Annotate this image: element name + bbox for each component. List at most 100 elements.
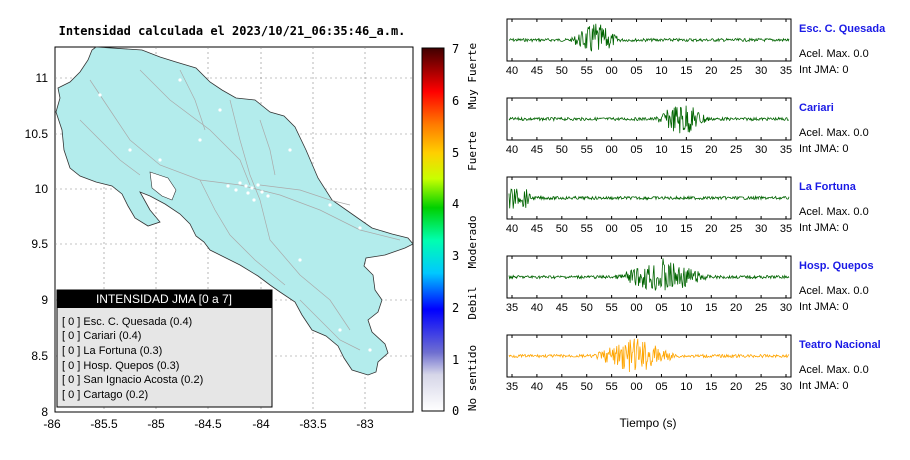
jma-intensity-label: Int JMA: 0 [799,380,849,392]
waveform-trace [508,258,790,292]
costa-rica-landmass [55,46,414,376]
max-accel-label: Acel. Max. 0.0 [799,48,869,60]
waveform-tick-label: 30 [780,381,792,393]
waveform-panel: 40 45 50 55 00 05 10 15 20 25 30 35 Esc. C. Quesada A… [506,18,886,77]
map-y-tick: 8.5 [31,349,48,363]
waveform-tick-label: 05 [630,223,642,235]
max-accel-label: Acel. Max. 0.0 [799,127,869,139]
waveform-tick-label: 20 [730,302,742,314]
jma-intensity-label: Int JMA: 0 [799,64,849,76]
waveform-tick-label: 20 [705,65,717,77]
station-name: La Fortuna [799,181,857,193]
waveform-tick-label: 35 [780,223,792,235]
max-accel-label: Acel. Max. 0.0 [799,285,869,297]
waveform-tick-label: 20 [705,144,717,156]
waveform-tick-label: 50 [556,144,568,156]
map-x-tick: -85.5 [90,417,118,431]
waveform-tick-label: 45 [556,381,568,393]
waveform-tick-label: 30 [755,144,767,156]
legend-item: [ 0 ] Hosp. Quepos (0.3) [62,360,179,372]
map-plot: -86 -85.5 -85 -84.5 -84 -83.5 -83 11 10.… [25,46,414,431]
map-y-tick: 8 [41,405,48,419]
waveform-tick-label: 40 [531,302,543,314]
waveform-tick-label: 00 [630,381,642,393]
jma-intensity-label: Int JMA: 0 [799,301,849,313]
colorbar-tick: 0 [452,404,459,418]
map-y-tick: 9.5 [31,237,48,251]
waveform-tick-label: 05 [655,381,667,393]
map-x-tick: -86 [43,417,61,431]
legend-item: [ 0 ] San Ignacio Acosta (0.2) [62,374,203,386]
map-x-tick: -83.5 [299,417,327,431]
waveform-tick-label: 35 [506,302,518,314]
waveform-tick-label: 10 [680,302,692,314]
waveform-tick-label: 25 [755,381,767,393]
gulf-of-nicoya [149,171,177,201]
waveform-panel: 35 40 45 50 55 00 05 10 15 20 25 30 Hosp. Quepos Acel… [506,255,874,314]
station-name: Hosp. Quepos [799,260,874,272]
colorbar-tick: 1 [452,353,459,367]
town-markers [98,78,372,352]
legend-title: INTENSIDAD JMA [0 a 7] [96,292,232,306]
waveform-trace [508,338,790,373]
waveform-tick-label: 50 [556,223,568,235]
waveform-tick-label: 00 [606,65,618,77]
waveform-tick-label: 40 [506,65,518,77]
waveform-tick-label: 40 [531,381,543,393]
waveform-tick-label: 40 [506,144,518,156]
waveform-tick-label: 25 [730,65,742,77]
colorbar-tick: 3 [452,249,459,263]
max-accel-label: Acel. Max. 0.0 [799,206,869,218]
waveform-trace [508,105,790,134]
colorbar-gradient [421,47,445,412]
waveform-tick-label: 10 [680,381,692,393]
colorbar-tick: 7 [452,42,459,56]
colorbar-tick: 4 [452,197,459,211]
waveform-tick-label: 15 [705,381,717,393]
jma-intensity-label: Int JMA: 0 [799,143,849,155]
waveform-tick-label: 55 [581,65,593,77]
waveform-tick-label: 25 [755,302,767,314]
waveform-panel: 35 40 45 50 55 00 05 10 15 20 25 30 Teatro Nacional A… [506,334,881,393]
waveform-tick-label: 30 [755,65,767,77]
colorbar-label: No sentido [466,345,479,411]
waveform-tick-label: 55 [606,381,618,393]
waveform-tick-label: 05 [655,302,667,314]
waveform-tick-label: 50 [581,381,593,393]
waveform-tick-label: 30 [780,302,792,314]
time-axis-label: Tiempo (s) [620,416,677,430]
jma-intensity-label: Int JMA: 0 [799,222,849,234]
station-name: Teatro Nacional [799,339,881,351]
waveform-tick-label: 45 [531,144,543,156]
waveform-tick-label: 50 [581,302,593,314]
station-name: Esc. C. Quesada [799,23,886,35]
waveform-tick-label: 45 [531,223,543,235]
colorbar-label: Muy Fuerte [466,43,479,109]
map-y-tick: 10 [35,182,49,196]
waveform-tick-label: 50 [556,65,568,77]
intensity-legend: INTENSIDAD JMA [0 a 7] [ 0 ] Esc. C. Que… [56,289,273,408]
waveform-tick-label: 05 [630,144,642,156]
waveform-tick-label: 20 [730,381,742,393]
waveform-tick-label: 05 [630,65,642,77]
waveform-tick-label: 55 [606,302,618,314]
waveform-tick-label: 45 [531,65,543,77]
waveform-tick-label: 10 [655,223,667,235]
colorbar-tick: 2 [452,301,459,315]
map-x-tick: -83 [356,417,374,431]
waveform-tick-label: 15 [705,302,717,314]
waveform-tick-label: 40 [506,223,518,235]
map-y-tick: 11 [36,71,49,85]
map-x-tick: -85 [147,417,165,431]
waveform-tick-label: 35 [780,144,792,156]
legend-item: [ 0 ] Esc. C. Quesada (0.4) [62,316,192,328]
road-network [79,69,401,351]
max-accel-label: Acel. Max. 0.0 [799,364,869,376]
waveform-tick-label: 15 [680,65,692,77]
waveform-trace [508,23,790,52]
colorbar-label: Debil [466,286,479,319]
legend-item: [ 0 ] Cartago (0.2) [62,389,148,401]
colorbar-tick: 5 [452,146,459,160]
waveform-panel: 40 45 50 55 00 05 10 15 20 25 30 35 La Fortuna Acel. … [506,176,869,235]
